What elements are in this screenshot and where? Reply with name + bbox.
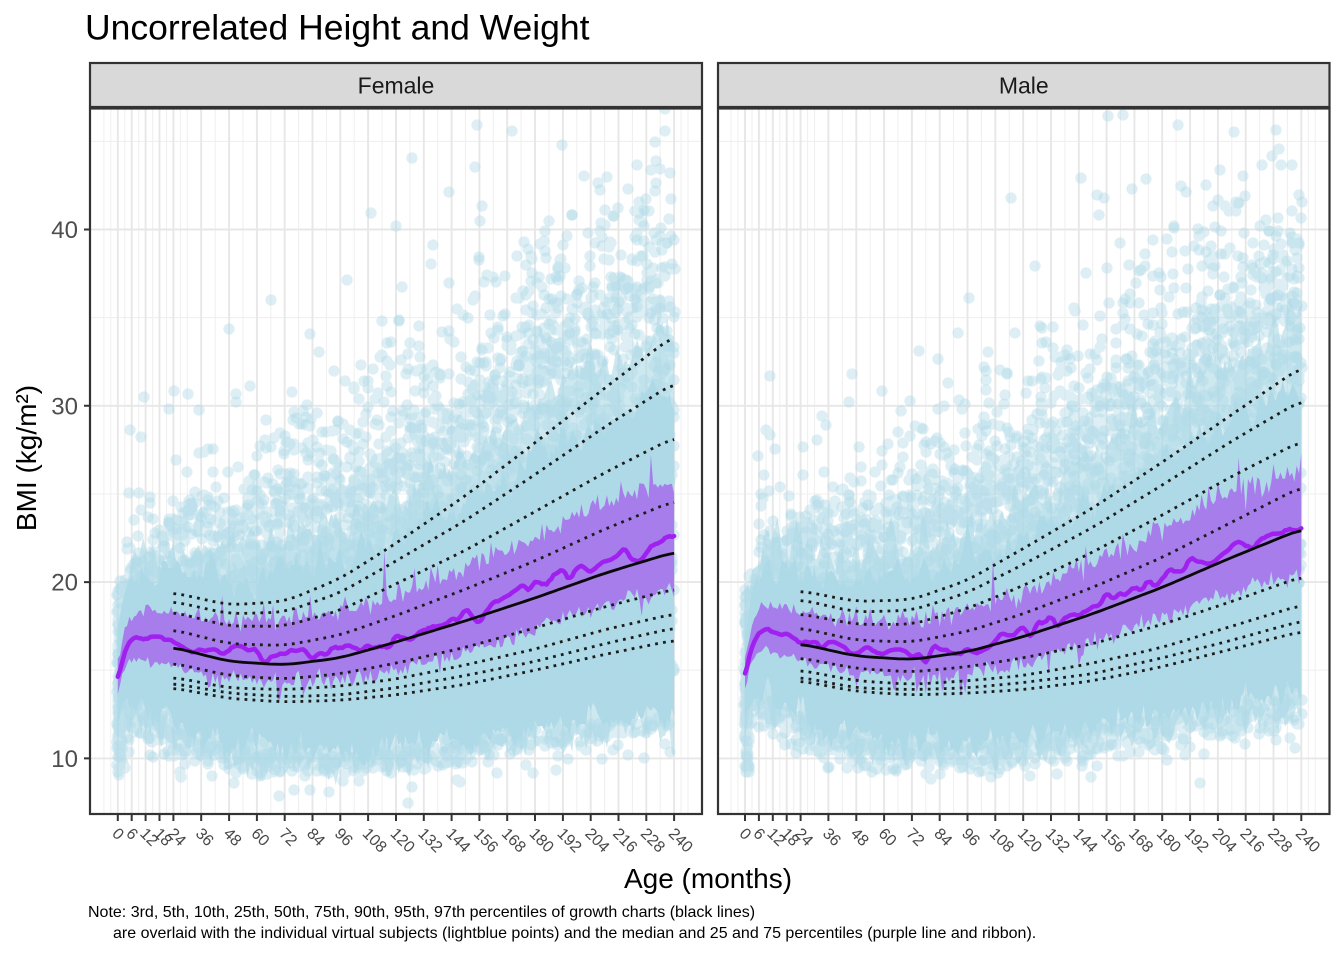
svg-text:30: 30 (51, 393, 78, 420)
svg-text:BMI (kg/m²): BMI (kg/m²) (11, 385, 42, 531)
svg-text:20: 20 (51, 570, 78, 597)
svg-text:40: 40 (51, 217, 78, 244)
svg-text:Male: Male (999, 73, 1049, 99)
svg-text:10: 10 (51, 746, 78, 773)
svg-text:Uncorrelated Height and Weight: Uncorrelated Height and Weight (85, 8, 590, 48)
svg-text:Note: 3rd, 5th, 10th, 25th, 50: Note: 3rd, 5th, 10th, 25th, 50th, 75th, … (88, 904, 755, 921)
svg-text:Female: Female (358, 73, 435, 99)
svg-text:Age (months): Age (months) (624, 863, 792, 894)
svg-text:are overlaid with the individu: are overlaid with the individual virtual… (113, 925, 1036, 942)
